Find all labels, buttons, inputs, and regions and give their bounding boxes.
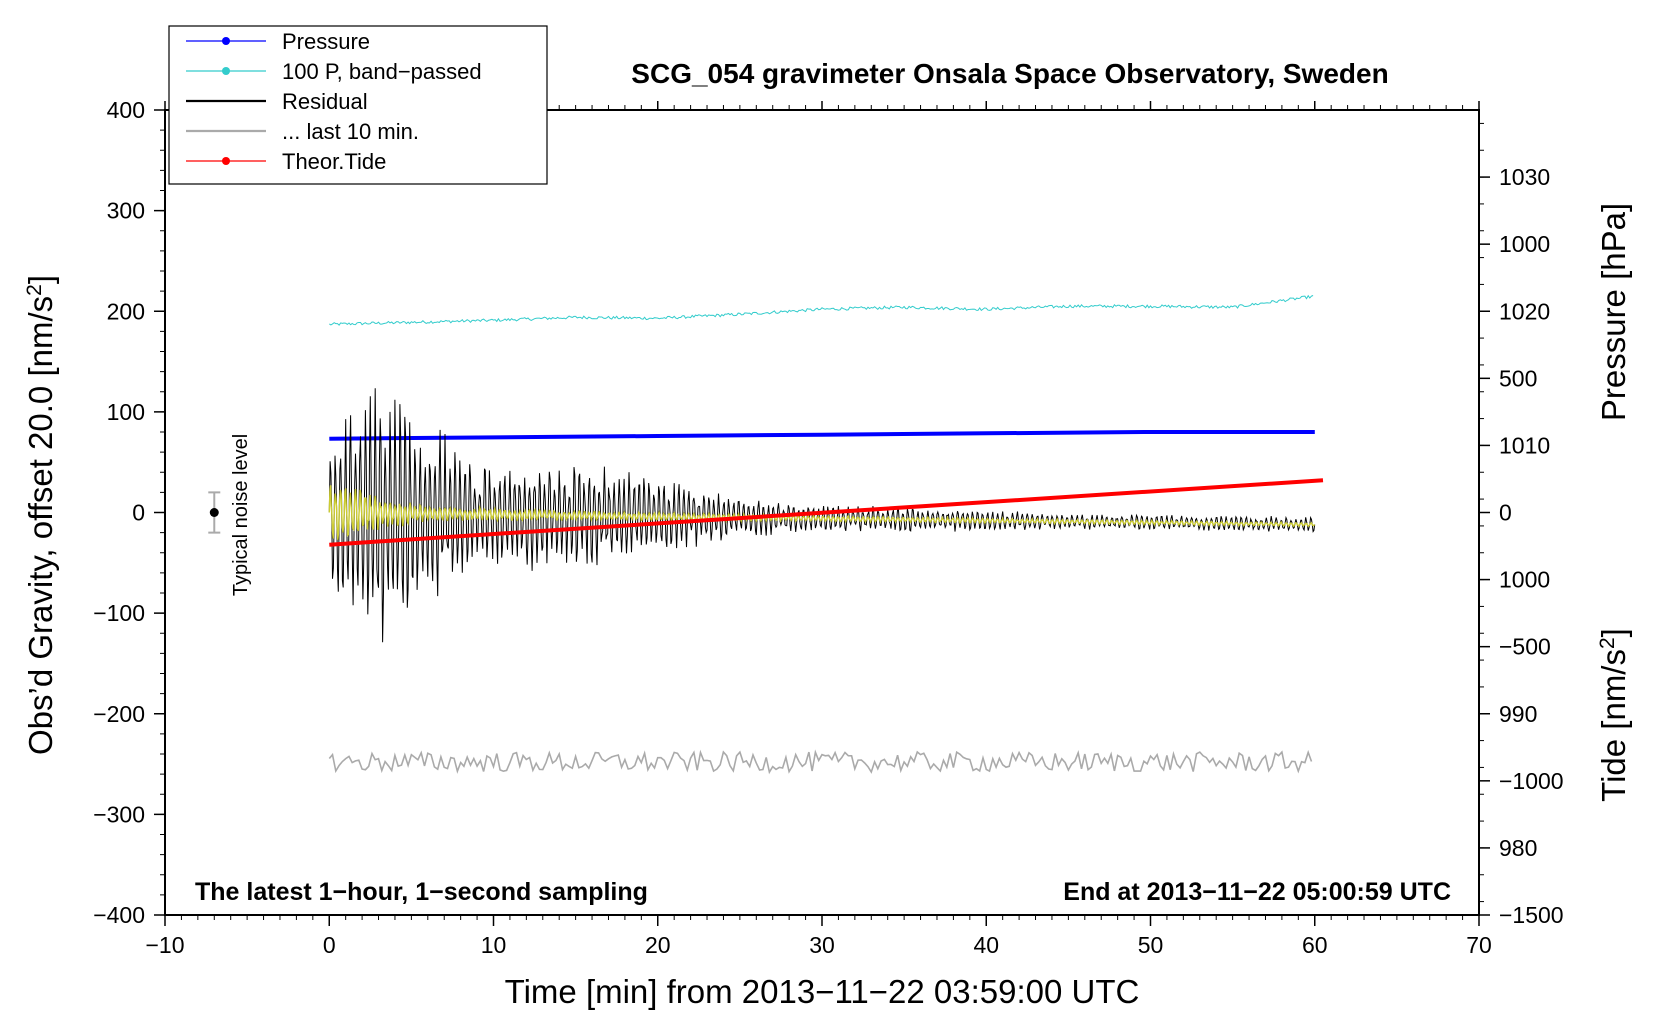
noise-bar-point [209, 508, 219, 517]
y-tide-tick-label: 0 [1499, 500, 1512, 526]
y-axis-title-left-end: ] [22, 275, 59, 284]
y-tide-tick-label: 1000 [1499, 231, 1550, 257]
y-axis-title-tide-main: Tide [nm/s [1595, 649, 1632, 802]
x-axis-title: Time [min] from 2013−11−22 03:59:00 UTC [505, 973, 1140, 1010]
y-pressure-tick-label: 1010 [1499, 432, 1550, 458]
x-tick-label: 20 [645, 932, 671, 958]
y-axis-title-left: Obs’d Gravity, offset 20.0 [nm/s2] [22, 275, 59, 755]
noise-level-label: Typical noise level [230, 434, 252, 596]
y-axis-title-left-main: Obs’d Gravity, offset 20.0 [nm/s [22, 296, 59, 755]
legend-label: Theor.Tide [282, 149, 386, 174]
y-axis-title-left-sup: 2 [23, 284, 46, 296]
y-left-tick-label: 300 [107, 198, 145, 224]
x-tick-label: 0 [323, 932, 336, 958]
y-pressure-tick-label: 990 [1499, 701, 1537, 727]
legend-swatch-marker [222, 37, 230, 45]
y-axis-title-tide-sup: 2 [1596, 637, 1619, 649]
legend: Pressure 100 P, band−passed Residual ... la… [168, 25, 548, 185]
y-left-tick-label: 0 [132, 500, 145, 526]
series-residual-band [328, 485, 1316, 540]
y-left-tick-label: 400 [107, 97, 145, 123]
y-left-tick-label: −100 [93, 600, 145, 626]
annotation-end-time: End at 2013−11−22 05:00:59 UTC [1063, 878, 1451, 906]
labels-layer: −10 0 10 20 30 40 50 60 70−400−300−200−100010020… [93, 97, 1563, 958]
x-tick-label: −10 [145, 932, 184, 958]
y-axis-title-pressure: Pressure [hPa] [1595, 203, 1632, 421]
y-left-tick-label: 100 [107, 399, 145, 425]
series-theor-tide [329, 478, 1324, 547]
legend-entries: Pressure 100 P, band−passed Residual ... la… [186, 29, 482, 174]
y-pressure-tick-label: 1000 [1499, 567, 1550, 593]
x-tick-label: 50 [1138, 932, 1164, 958]
y-left-tick-label: 200 [107, 298, 145, 324]
y-pressure-tick-label: 1020 [1499, 298, 1550, 324]
y-axis-title-tide-end: ] [1595, 628, 1632, 637]
noise-level-errorbar [208, 491, 221, 534]
x-tick-label: 60 [1302, 932, 1328, 958]
y-axis-title-tide: Tide [nm/s2] [1595, 628, 1632, 802]
x-tick-label: 10 [481, 932, 507, 958]
x-tick-label: 40 [973, 932, 999, 958]
legend-swatch-marker [222, 157, 230, 165]
series-last-10-min [328, 749, 1313, 775]
y-tide-tick-label: 500 [1499, 365, 1537, 391]
chart-title: SCG_054 gravimeter Onsala Space Observat… [631, 58, 1388, 89]
legend-label: Pressure [282, 29, 370, 54]
series-100-p-band-passed [329, 294, 1314, 326]
legend-label: Residual [282, 89, 368, 114]
y-left-tick-label: −300 [93, 801, 145, 827]
legend-label: 100 P, band−passed [282, 59, 482, 84]
y-tide-tick-label: −1500 [1499, 902, 1564, 928]
y-pressure-tick-label: 1030 [1499, 164, 1550, 190]
annotation-sampling: The latest 1−hour, 1−second sampling [195, 878, 648, 906]
series-residual [328, 388, 1316, 643]
y-left-tick-label: −200 [93, 701, 145, 727]
legend-box [168, 25, 548, 185]
y-tide-tick-label: −1000 [1499, 768, 1564, 794]
y-left-tick-label: −400 [93, 902, 145, 928]
y-pressure-tick-label: 980 [1499, 835, 1537, 861]
x-tick-label: 30 [809, 932, 835, 958]
x-tick-label: 70 [1466, 932, 1492, 958]
legend-swatch-marker [222, 67, 230, 75]
series-pressure [329, 430, 1315, 441]
y-tide-tick-label: −500 [1499, 634, 1551, 660]
series-layer [328, 294, 1324, 775]
legend-label: ... last 10 min. [282, 119, 419, 144]
